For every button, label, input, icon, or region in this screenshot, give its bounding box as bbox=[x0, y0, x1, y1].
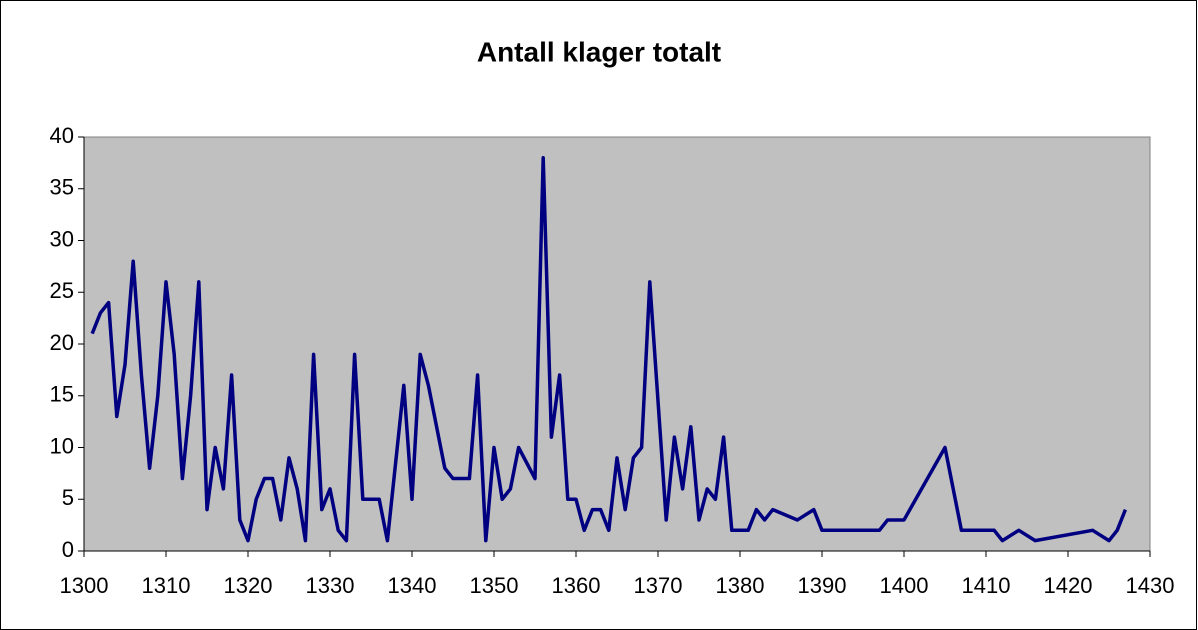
data-line bbox=[90, 155, 1128, 543]
x-tick-label: 1360 bbox=[552, 573, 601, 598]
y-tick-label: 10 bbox=[50, 433, 74, 458]
y-tick-label: 40 bbox=[50, 123, 74, 148]
plot-area bbox=[83, 136, 1151, 552]
x-tick-label: 1310 bbox=[142, 573, 191, 598]
x-tick-label: 1330 bbox=[306, 573, 355, 598]
y-tick-label: 35 bbox=[50, 175, 74, 200]
y-tick-label: 15 bbox=[50, 382, 74, 407]
chart-title: Antall klager totalt bbox=[477, 36, 721, 67]
y-tick-label: 30 bbox=[50, 226, 74, 251]
x-tick-label: 1350 bbox=[470, 573, 519, 598]
y-tick-label: 25 bbox=[50, 278, 74, 303]
x-tick-label: 1340 bbox=[388, 573, 437, 598]
x-tick-label: 1430 bbox=[1126, 573, 1175, 598]
x-tick-label: 1380 bbox=[716, 573, 765, 598]
x-tick-label: 1410 bbox=[962, 573, 1011, 598]
y-tick-label: 0 bbox=[62, 537, 74, 562]
x-tick-label: 1390 bbox=[798, 573, 847, 598]
y-tick-label: 5 bbox=[62, 485, 74, 510]
y-tick-label: 20 bbox=[50, 330, 74, 355]
x-tick-label: 1300 bbox=[60, 573, 109, 598]
x-tick-label: 1320 bbox=[224, 573, 273, 598]
x-tick-label: 1370 bbox=[634, 573, 683, 598]
x-tick-label: 1420 bbox=[1044, 573, 1093, 598]
x-tick-label: 1400 bbox=[880, 573, 929, 598]
